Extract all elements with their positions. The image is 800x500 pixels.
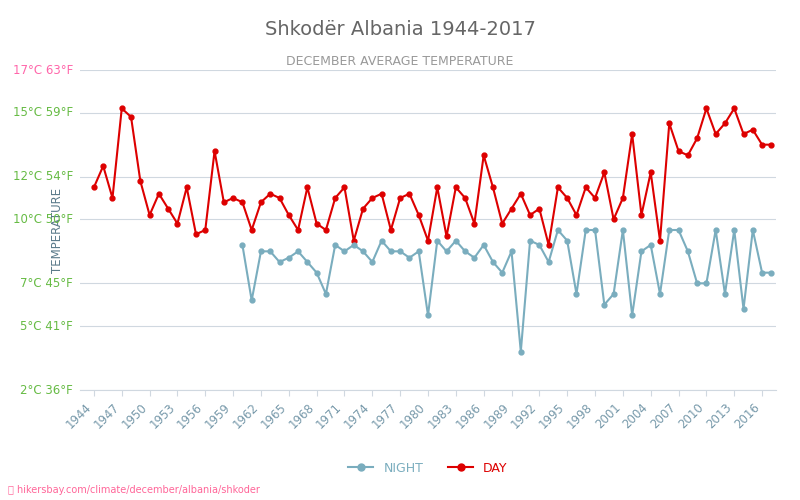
NIGHT [609,291,618,297]
Text: Shkodër Albania 1944-2017: Shkodër Albania 1944-2017 [265,20,535,39]
DAY [238,200,247,205]
Y-axis label: TEMPERATURE: TEMPERATURE [51,188,64,272]
DAY [720,120,730,126]
Line: NIGHT: NIGHT [240,228,774,354]
DAY [89,184,98,190]
Text: 2°C 36°F: 2°C 36°F [20,384,73,396]
DAY [117,106,126,112]
NIGHT [367,259,377,265]
NIGHT [646,242,655,248]
Text: 17°C 63°F: 17°C 63°F [13,64,73,76]
Line: DAY: DAY [91,106,774,248]
Text: DECEMBER AVERAGE TEMPERATURE: DECEMBER AVERAGE TEMPERATURE [286,55,514,68]
Legend: NIGHT, DAY: NIGHT, DAY [343,457,513,480]
DAY [247,227,257,233]
NIGHT [358,248,368,254]
DAY [766,142,776,148]
NIGHT [748,227,758,233]
Text: 15°C 59°F: 15°C 59°F [13,106,73,119]
DAY [470,220,479,226]
Text: 7°C 45°F: 7°C 45°F [20,277,73,290]
NIGHT [766,270,776,276]
DAY [479,152,489,158]
NIGHT [238,242,247,248]
NIGHT [516,348,526,354]
Text: 10°C 50°F: 10°C 50°F [13,213,73,226]
Text: 5°C 41°F: 5°C 41°F [20,320,73,332]
Text: 🔗 hikersbay.com/climate/december/albania/shkoder: 🔗 hikersbay.com/climate/december/albania… [8,485,260,495]
NIGHT [702,280,711,286]
NIGHT [553,227,562,233]
DAY [321,227,330,233]
DAY [544,242,554,248]
Text: 12°C 54°F: 12°C 54°F [13,170,73,183]
